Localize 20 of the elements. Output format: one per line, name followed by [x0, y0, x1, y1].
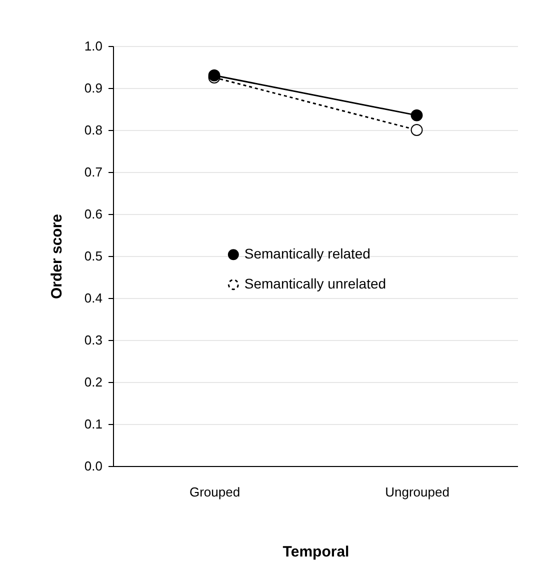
- y-tick-label: 0.7: [84, 164, 102, 180]
- y-tick-label: 0.0: [84, 458, 102, 474]
- y-tick-label: 0.9: [84, 80, 102, 96]
- legend-label: Semantically unrelated: [244, 276, 386, 292]
- x-axis-title: Temporal: [282, 544, 350, 560]
- y-tick-label: 1.0: [84, 38, 102, 54]
- x-tick-label: Ungrouped: [385, 484, 450, 500]
- y-tick-label: 0.4: [84, 290, 102, 306]
- y-tick-label: 0.2: [84, 374, 102, 390]
- legend-label: Semantically related: [244, 246, 370, 262]
- y-axis-title: Order score: [48, 214, 66, 300]
- point: [208, 69, 220, 82]
- y-tick-label: 0.8: [84, 122, 102, 138]
- y-tick-label: 0.6: [84, 206, 102, 222]
- y-tick-label: 0.5: [84, 248, 102, 264]
- x-tick-label: Grouped: [189, 484, 240, 500]
- point: [410, 109, 423, 122]
- y-tick-label: 0.1: [84, 416, 102, 432]
- point: [410, 124, 423, 136]
- y-tick-label: 0.3: [84, 332, 102, 348]
